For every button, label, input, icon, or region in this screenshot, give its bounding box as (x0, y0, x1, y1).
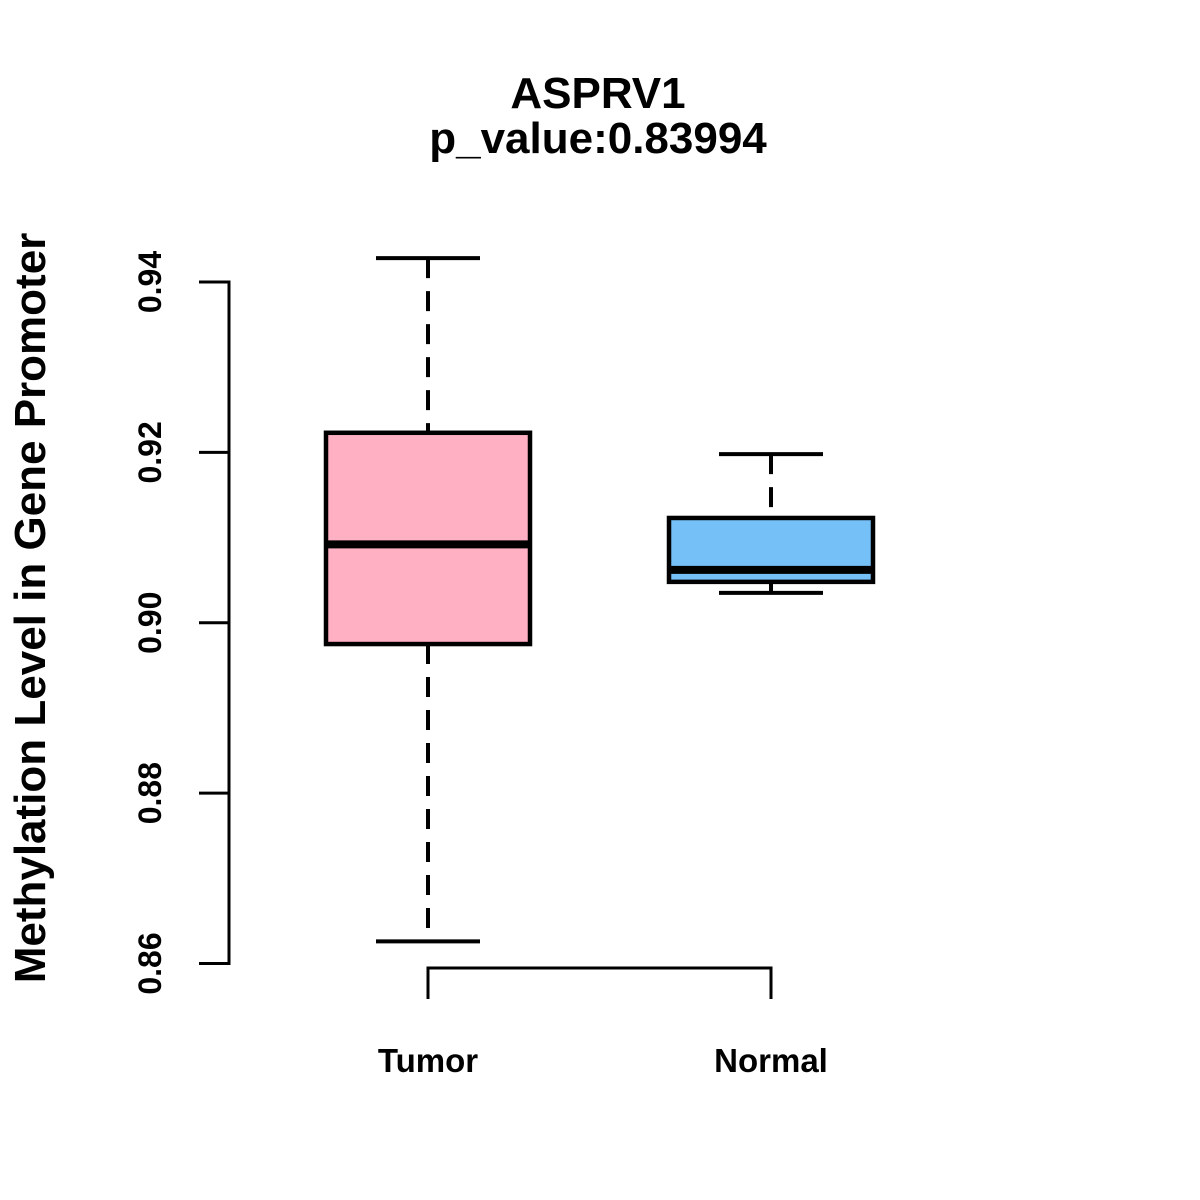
x-axis-bracket (426, 966, 773, 999)
x-category-label-tumor: Tumor (378, 1042, 478, 1079)
chart-subtitle: p_value:0.83994 (429, 114, 767, 163)
y-tick-label: 0.90 (132, 592, 168, 654)
chart-title: ASPRV1 (510, 69, 685, 118)
y-axis-title: Methylation Level in Gene Promoter (6, 233, 55, 984)
y-tick-label: 0.86 (132, 932, 168, 994)
chart-layer: 0.86 0.88 0.90 0.92 0.94 Tumor Normal (132, 251, 876, 1079)
y-tick-label: 0.88 (132, 762, 168, 824)
y-tick-label: 0.92 (132, 421, 168, 483)
x-category-label-normal: Normal (714, 1042, 828, 1079)
y-tick-label: 0.94 (132, 251, 168, 313)
box-tumor (323, 430, 533, 647)
